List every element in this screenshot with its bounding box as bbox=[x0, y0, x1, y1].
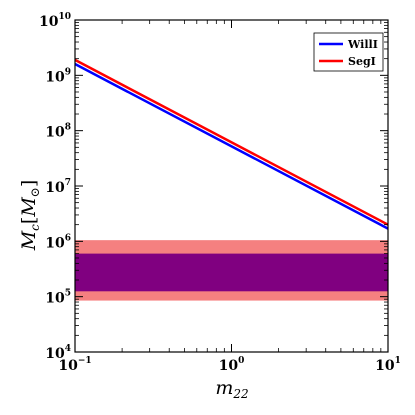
x-axis-title: m22 bbox=[215, 377, 248, 401]
y-axis-title-bracket-open: [ bbox=[18, 217, 40, 224]
y-axis-title-bracket-close: ] bbox=[18, 180, 40, 187]
y-axis-title-bracket-inner: M bbox=[18, 197, 40, 218]
x-tick-label-1: 100 bbox=[219, 356, 245, 374]
x-tick-label-0: 10−1 bbox=[58, 356, 91, 374]
y-tick-label-0: 104 bbox=[45, 344, 71, 362]
legend-label-segi: SegI bbox=[348, 55, 376, 68]
x-tick-label-2: 101 bbox=[375, 356, 401, 374]
y-tick-label-6: 1010 bbox=[39, 12, 71, 30]
y-axis-title-bracket-sub: ⊙ bbox=[28, 187, 42, 197]
y-tick-label-1: 105 bbox=[45, 289, 71, 307]
bands-layer bbox=[75, 240, 388, 301]
series-line-segi bbox=[74, 58, 389, 226]
y-tick-label-4: 108 bbox=[45, 123, 71, 141]
y-tick-label-2: 106 bbox=[45, 233, 71, 251]
y-tick-label-3: 107 bbox=[45, 178, 71, 196]
series-line-willi bbox=[74, 62, 389, 230]
y-tick-label-5: 109 bbox=[45, 67, 71, 85]
y-axis-title: Mc[M⊙] bbox=[18, 180, 42, 252]
legend-label-willi: WillI bbox=[347, 38, 378, 51]
legend-box bbox=[313, 32, 384, 72]
x-axis-title-sub: 22 bbox=[232, 387, 248, 401]
band-1 bbox=[75, 253, 388, 292]
series-layer bbox=[74, 58, 389, 230]
labels-layer: 10−1 100 101 104 105 106 107 108 109 1010 bbox=[39, 12, 401, 374]
x-axis-title-main: m bbox=[215, 377, 233, 399]
y-axis-title-main: M bbox=[18, 230, 40, 251]
legend: WillI SegI bbox=[313, 32, 384, 72]
plot-frame bbox=[74, 19, 389, 353]
y-axis-title-sub: c bbox=[28, 224, 42, 231]
